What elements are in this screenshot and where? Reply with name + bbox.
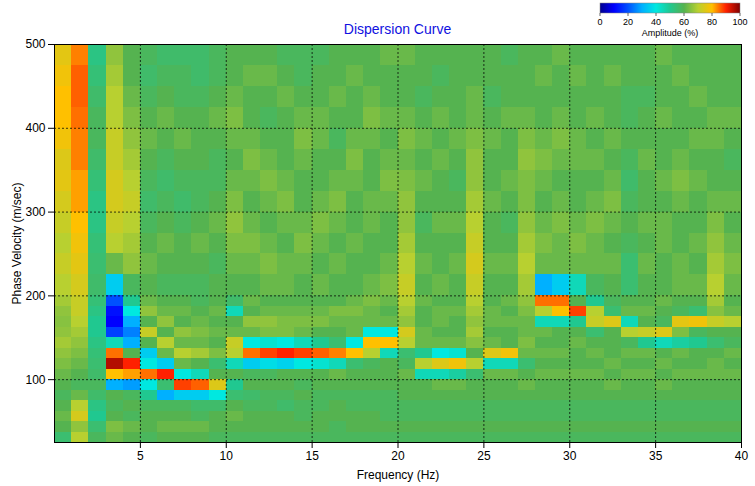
svg-text:100: 100 xyxy=(732,17,747,27)
svg-text:40: 40 xyxy=(735,449,749,463)
svg-text:Frequency (Hz): Frequency (Hz) xyxy=(357,468,440,482)
svg-text:200: 200 xyxy=(25,289,45,303)
svg-text:300: 300 xyxy=(25,205,45,219)
svg-text:Amplitude (%): Amplitude (%) xyxy=(642,28,699,38)
svg-text:0: 0 xyxy=(597,17,602,27)
svg-text:35: 35 xyxy=(649,449,663,463)
svg-text:20: 20 xyxy=(391,449,405,463)
svg-text:10: 10 xyxy=(220,449,234,463)
svg-text:15: 15 xyxy=(305,449,319,463)
svg-text:40: 40 xyxy=(651,17,661,27)
svg-text:80: 80 xyxy=(707,17,717,27)
svg-text:60: 60 xyxy=(679,17,689,27)
svg-text:20: 20 xyxy=(623,17,633,27)
svg-text:500: 500 xyxy=(25,37,45,51)
html-text:Dispersion Curve: Dispersion Curve xyxy=(343,21,452,37)
svg-text:Phase Velocity (m/sec): Phase Velocity (m/sec) xyxy=(10,182,24,304)
svg-text:400: 400 xyxy=(25,121,45,135)
svg-text:25: 25 xyxy=(477,449,491,463)
svg-text:30: 30 xyxy=(563,449,577,463)
svg-text:100: 100 xyxy=(25,372,45,386)
svg-text:5: 5 xyxy=(137,449,144,463)
